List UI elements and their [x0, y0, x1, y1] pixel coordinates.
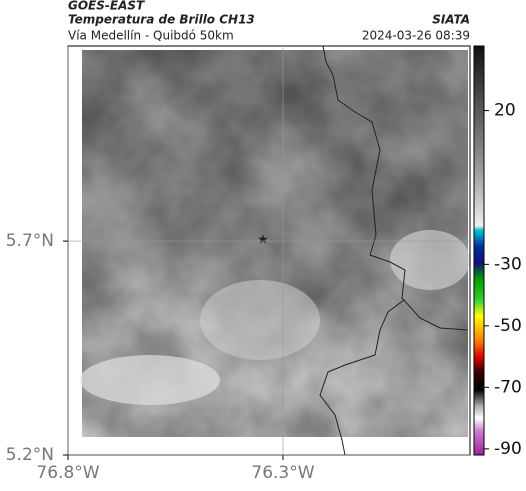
colorbar-tick-label: -90: [494, 439, 522, 459]
colorbar-tick-label: 20: [494, 101, 516, 121]
lon-tick-label: 76.8°W: [36, 463, 99, 483]
imagery: [80, 50, 470, 437]
lat-tick-label: 5.2°N: [6, 445, 54, 465]
datetime: 2024-03-26 08:39: [362, 29, 470, 43]
location-marker: ★: [257, 233, 269, 248]
border: [322, 45, 469, 331]
product: Temperatura de Brillo CH13: [68, 13, 255, 27]
route: Vía Medellín - Quibdó 50km: [68, 29, 234, 43]
lon-tick-label: 76.3°W: [251, 463, 314, 483]
lat-tick-label: 5.7°N: [6, 231, 54, 251]
border: [319, 299, 405, 456]
colorbar-tick-label: -70: [494, 377, 522, 397]
colorbar-tick-label: -30: [494, 254, 522, 274]
satellite: GOES-EAST: [68, 0, 145, 13]
source: SIATA: [432, 13, 470, 27]
colorbar-tick-label: -50: [494, 316, 522, 336]
colorbar: [473, 45, 485, 456]
